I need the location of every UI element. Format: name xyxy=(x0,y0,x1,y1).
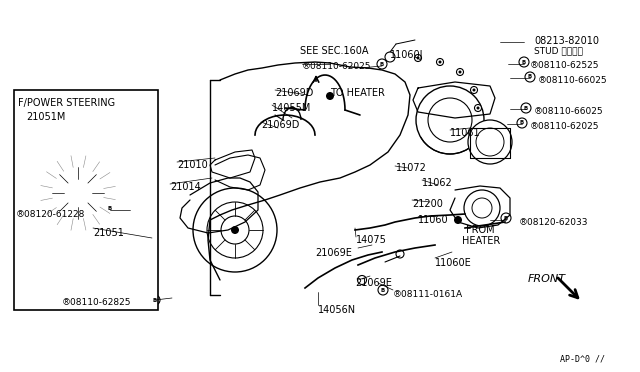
Circle shape xyxy=(474,105,481,112)
Circle shape xyxy=(40,155,116,231)
Text: 21069E: 21069E xyxy=(315,248,352,258)
Circle shape xyxy=(477,106,479,109)
Text: ®08120-61228: ®08120-61228 xyxy=(16,210,85,219)
Circle shape xyxy=(326,92,334,100)
Text: 21069D: 21069D xyxy=(261,120,300,130)
Circle shape xyxy=(436,58,444,65)
Text: FRONT: FRONT xyxy=(528,274,566,284)
Text: FROM: FROM xyxy=(466,225,495,235)
Text: B: B xyxy=(504,215,508,221)
Circle shape xyxy=(105,203,115,213)
Text: ®08111-0161A: ®08111-0161A xyxy=(393,290,463,299)
Circle shape xyxy=(415,55,422,61)
Circle shape xyxy=(417,57,419,60)
Text: ®08110-62025: ®08110-62025 xyxy=(530,122,600,131)
Text: B: B xyxy=(520,121,524,125)
Circle shape xyxy=(458,71,461,74)
Circle shape xyxy=(521,103,531,113)
Text: 14055M: 14055M xyxy=(272,103,312,113)
Circle shape xyxy=(470,87,477,93)
Text: 21069D: 21069D xyxy=(275,88,314,98)
Circle shape xyxy=(416,86,484,154)
Text: B: B xyxy=(522,60,526,64)
Text: B: B xyxy=(153,298,157,302)
Circle shape xyxy=(525,72,535,82)
Circle shape xyxy=(501,213,511,223)
Text: ®08110-62825: ®08110-62825 xyxy=(62,298,131,307)
Text: 21200: 21200 xyxy=(412,199,443,209)
Circle shape xyxy=(150,295,160,305)
Text: 11072: 11072 xyxy=(396,163,427,173)
Text: SEE SEC.160A: SEE SEC.160A xyxy=(300,46,369,56)
Circle shape xyxy=(358,276,367,285)
Text: ®08110-62025: ®08110-62025 xyxy=(302,62,371,71)
Text: 14075: 14075 xyxy=(356,235,387,245)
Text: 21069E: 21069E xyxy=(355,278,392,288)
Circle shape xyxy=(464,190,500,226)
Circle shape xyxy=(456,68,463,76)
Text: 21014: 21014 xyxy=(170,182,201,192)
Text: 11060E: 11060E xyxy=(435,258,472,268)
Text: TO HEATER: TO HEATER xyxy=(330,88,385,98)
Text: B: B xyxy=(524,106,528,110)
Text: B: B xyxy=(380,61,384,67)
Text: STUD スタッド: STUD スタッド xyxy=(534,46,583,55)
Text: 21010: 21010 xyxy=(177,160,208,170)
Text: 08213-82010: 08213-82010 xyxy=(534,36,599,46)
Circle shape xyxy=(193,188,277,272)
Text: 21051: 21051 xyxy=(93,228,124,238)
Text: B: B xyxy=(381,288,385,292)
Circle shape xyxy=(207,202,263,258)
Circle shape xyxy=(221,216,249,244)
Text: HEATER: HEATER xyxy=(462,236,500,246)
Text: ®08110-66025: ®08110-66025 xyxy=(534,107,604,116)
Circle shape xyxy=(396,250,404,258)
Text: ®08110-66025: ®08110-66025 xyxy=(538,76,607,85)
Text: ®08120-62033: ®08120-62033 xyxy=(519,218,589,227)
Text: 14056N: 14056N xyxy=(318,305,356,315)
Circle shape xyxy=(428,98,472,142)
Text: 11061: 11061 xyxy=(450,128,481,138)
Circle shape xyxy=(454,216,462,224)
Circle shape xyxy=(73,188,83,198)
Circle shape xyxy=(472,89,476,92)
Circle shape xyxy=(476,128,504,156)
Circle shape xyxy=(377,59,387,69)
Circle shape xyxy=(517,118,527,128)
Text: 21051M: 21051M xyxy=(26,112,65,122)
Circle shape xyxy=(519,57,529,67)
Circle shape xyxy=(52,167,104,219)
Circle shape xyxy=(472,198,492,218)
Circle shape xyxy=(378,285,388,295)
Text: AP-D^0 //: AP-D^0 // xyxy=(560,354,605,363)
Text: 11060: 11060 xyxy=(418,215,449,225)
Circle shape xyxy=(64,179,92,207)
Circle shape xyxy=(468,120,512,164)
Text: F/POWER STEERING: F/POWER STEERING xyxy=(18,98,115,108)
Circle shape xyxy=(438,61,442,64)
Bar xyxy=(14,90,158,310)
Text: ®08110-62525: ®08110-62525 xyxy=(530,61,600,70)
Circle shape xyxy=(385,52,395,62)
Text: 11062: 11062 xyxy=(422,178,452,188)
Circle shape xyxy=(75,190,81,196)
Text: B: B xyxy=(108,205,112,211)
Circle shape xyxy=(231,226,239,234)
Text: 11060J: 11060J xyxy=(390,50,424,60)
Text: B: B xyxy=(528,74,532,80)
